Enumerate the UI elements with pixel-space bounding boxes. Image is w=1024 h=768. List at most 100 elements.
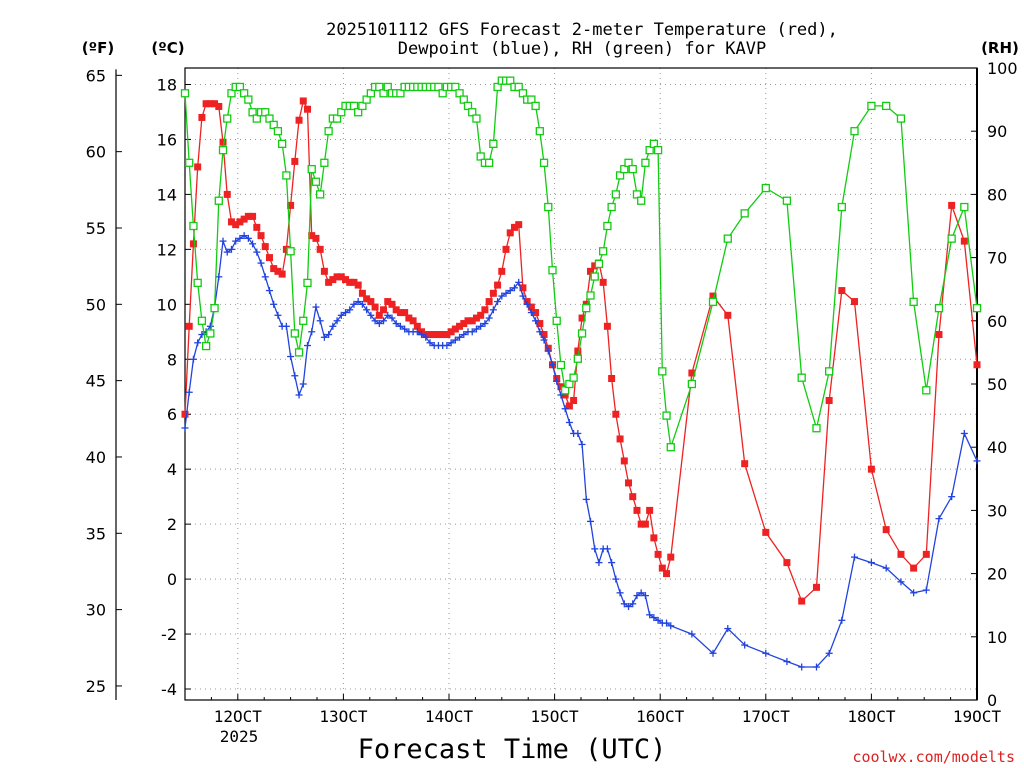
data-point xyxy=(741,641,749,649)
unit-celsius-label: (ºC) xyxy=(151,39,184,57)
data-point xyxy=(561,386,570,395)
data-point xyxy=(548,361,556,369)
data-point xyxy=(240,215,248,223)
data-point xyxy=(662,411,671,420)
data-point xyxy=(320,333,328,341)
data-point xyxy=(641,520,649,528)
data-point xyxy=(489,139,498,148)
data-point xyxy=(527,309,535,317)
data-point xyxy=(650,614,658,622)
data-point xyxy=(608,375,616,383)
data-point xyxy=(282,322,290,330)
data-point xyxy=(418,331,426,339)
data-point xyxy=(325,331,333,339)
data-point xyxy=(582,304,591,313)
data-point xyxy=(565,402,573,410)
data-point xyxy=(215,102,223,110)
data-point xyxy=(278,139,287,148)
data-point xyxy=(494,281,502,289)
data-point xyxy=(599,278,607,286)
data-point xyxy=(587,267,595,275)
data-point xyxy=(193,278,202,288)
data-point xyxy=(333,273,341,281)
data-point xyxy=(565,418,573,426)
data-point xyxy=(278,270,286,278)
data-point xyxy=(201,341,211,351)
data-point xyxy=(401,309,409,317)
data-point xyxy=(253,223,261,231)
data-point xyxy=(637,589,645,597)
data-point xyxy=(574,429,582,437)
data-point xyxy=(523,300,531,308)
data-point xyxy=(552,316,561,325)
data-point xyxy=(536,328,544,336)
data-point xyxy=(867,465,875,473)
data-point xyxy=(527,303,535,311)
data-point xyxy=(506,287,514,295)
data-point xyxy=(273,127,283,136)
c-tick-label: 10 xyxy=(157,295,177,314)
c-tick-label: 18 xyxy=(157,75,177,94)
data-point xyxy=(540,336,548,344)
data-point xyxy=(510,284,518,292)
data-point xyxy=(269,120,278,130)
data-point xyxy=(658,367,667,376)
data-point xyxy=(202,100,210,108)
data-point xyxy=(270,265,278,273)
data-point xyxy=(244,234,252,242)
data-point xyxy=(667,622,675,630)
data-point xyxy=(223,114,232,123)
data-point xyxy=(782,196,792,205)
data-point xyxy=(837,202,846,212)
data-point xyxy=(922,550,930,558)
rh-tick-label: 90 xyxy=(987,122,1007,141)
data-point xyxy=(342,276,350,284)
data-point xyxy=(324,127,333,136)
data-point xyxy=(646,506,654,514)
data-point xyxy=(973,361,981,369)
data-point xyxy=(380,317,388,325)
chart-title-line1: 2025101112 GFS Forecast 2-meter Temperat… xyxy=(326,20,838,40)
x-tick-label: 12OCT xyxy=(214,707,263,726)
data-point xyxy=(484,158,494,167)
data-point xyxy=(603,221,612,231)
data-point xyxy=(409,317,417,325)
unit-rh-label: (RH) xyxy=(981,39,1019,57)
data-point xyxy=(590,272,599,281)
data-point xyxy=(185,158,194,167)
data-point xyxy=(375,82,384,92)
series-2-meter-temperature-c xyxy=(181,97,981,605)
data-point xyxy=(607,202,616,212)
data-point xyxy=(582,495,590,503)
data-point xyxy=(485,314,493,322)
rh-tick-label: 10 xyxy=(987,628,1007,647)
axes: -4 -2 0 2 4 6 8 10 12 14 16 18 25 30 35 40 45 50 55 60 65 0 10… xyxy=(86,59,1018,726)
rh-tick-label: 20 xyxy=(987,565,1007,584)
data-point xyxy=(539,158,549,167)
data-point xyxy=(812,583,820,591)
data-point xyxy=(240,232,248,240)
data-point xyxy=(531,101,540,111)
data-point xyxy=(910,564,918,572)
data-point xyxy=(223,190,231,198)
data-point xyxy=(320,158,329,167)
data-point xyxy=(316,317,324,325)
data-point xyxy=(308,328,316,336)
data-point xyxy=(608,559,616,567)
data-point xyxy=(897,550,905,558)
data-point xyxy=(460,320,468,328)
data-point xyxy=(797,373,806,382)
data-point xyxy=(548,266,557,275)
data-point xyxy=(261,243,269,251)
data-point xyxy=(337,311,345,319)
unit-fahrenheit-label: (ºF) xyxy=(82,39,114,57)
x-tick-label: 14OCT xyxy=(425,707,474,726)
data-point xyxy=(654,550,662,558)
data-point xyxy=(303,105,311,113)
data-point xyxy=(472,114,481,123)
data-point xyxy=(502,289,510,297)
data-point xyxy=(641,592,649,600)
data-point xyxy=(295,391,303,399)
data-point xyxy=(578,314,586,322)
rh-tick-label: 70 xyxy=(987,249,1007,268)
